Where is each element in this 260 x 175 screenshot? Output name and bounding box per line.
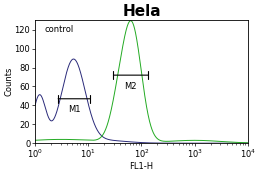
Text: M2: M2	[125, 82, 137, 91]
Title: Hela: Hela	[122, 4, 161, 19]
X-axis label: FL1-H: FL1-H	[129, 162, 153, 171]
Text: M1: M1	[68, 105, 80, 114]
Y-axis label: Counts: Counts	[4, 67, 13, 96]
Text: control: control	[45, 25, 74, 34]
